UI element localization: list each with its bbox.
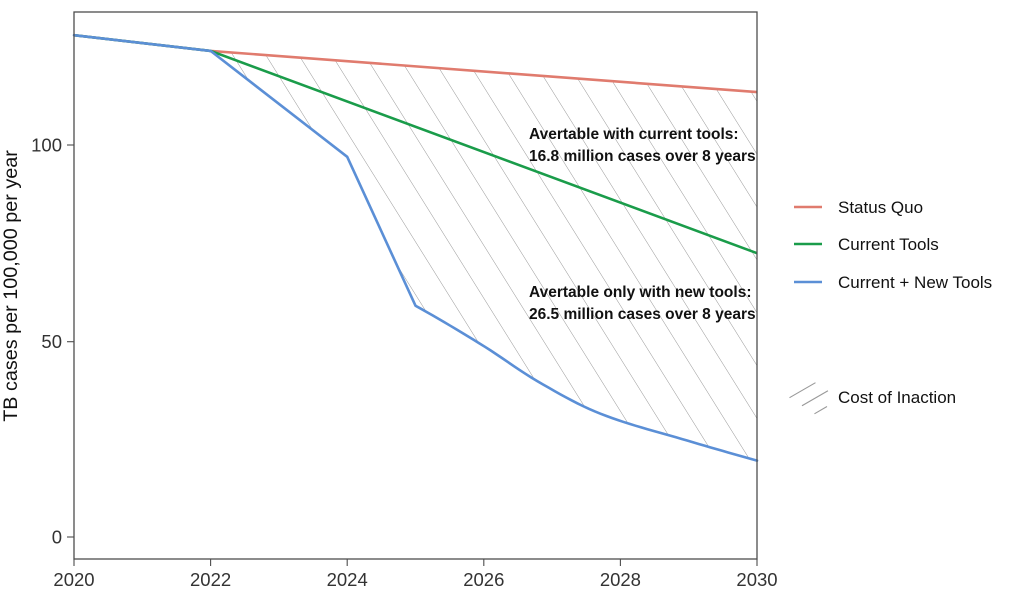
svg-text:2028: 2028: [600, 569, 641, 590]
svg-text:100: 100: [31, 135, 62, 156]
svg-text:TB cases per 100,000 per year: TB cases per 100,000 per year: [0, 150, 22, 422]
svg-text:2030: 2030: [736, 569, 777, 590]
svg-text:2024: 2024: [327, 569, 368, 590]
svg-text:Cost of Inaction: Cost of Inaction: [838, 388, 956, 407]
svg-text:2022: 2022: [190, 569, 231, 590]
svg-text:26.5 million cases over 8 year: 26.5 million cases over 8 years: [529, 306, 756, 323]
svg-text:Status Quo: Status Quo: [838, 198, 923, 217]
svg-text:Avertable only with new tools:: Avertable only with new tools:: [529, 284, 751, 301]
svg-text:2020: 2020: [53, 569, 94, 590]
svg-text:Avertable with current tools:: Avertable with current tools:: [529, 126, 739, 143]
svg-text:Current Tools: Current Tools: [838, 235, 939, 254]
svg-text:Current + New Tools: Current + New Tools: [838, 273, 992, 292]
svg-text:50: 50: [41, 331, 62, 352]
svg-text:2026: 2026: [463, 569, 504, 590]
svg-text:16.8 million cases over 8 year: 16.8 million cases over 8 years: [529, 148, 756, 165]
svg-text:0: 0: [52, 527, 62, 548]
